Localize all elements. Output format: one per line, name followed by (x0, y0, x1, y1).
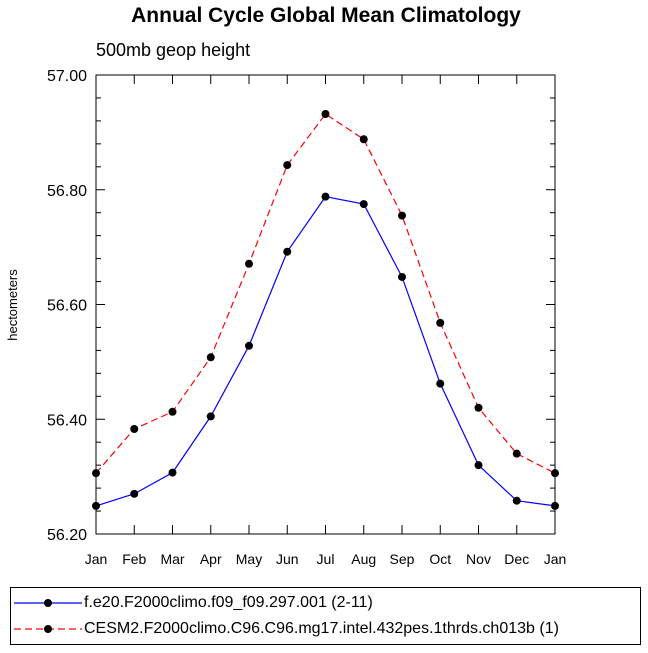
y-axis-label: hectometers (5, 269, 20, 341)
legend-entry-1: f.e20.F2000climo.f09_f09.297.001 (2-11) (11, 592, 640, 614)
data-point-series-1 (474, 461, 483, 470)
y-tick-label: 56.40 (47, 412, 87, 429)
x-tick-label: Jul (317, 551, 335, 567)
series-layer (92, 110, 559, 510)
data-point-series-2 (168, 407, 177, 416)
x-tick-label: Jan (544, 551, 567, 567)
plot-frame (95, 74, 556, 535)
legend-label-2: CESM2.F2000climo.C96.C96.mg17.intel.432p… (84, 620, 559, 637)
chart-subtitle: 500mb geop height (96, 40, 250, 60)
data-point-series-1 (168, 468, 177, 477)
series-line-2 (95, 113, 556, 474)
x-tick-label: Sep (390, 551, 415, 567)
x-tick-label: Apr (200, 551, 222, 567)
x-tick-label: Aug (351, 551, 376, 567)
x-tick-label: Mar (160, 551, 184, 567)
x-tick-label: Jan (85, 551, 108, 567)
x-tick-label: Feb (122, 551, 146, 567)
data-point-series-2 (551, 469, 559, 478)
y-tick-label: 56.20 (47, 527, 87, 544)
series-line-1 (95, 195, 556, 507)
x-tick-label: May (236, 551, 262, 567)
data-point-series-1 (321, 192, 330, 201)
y-tick-label: 57.00 (47, 68, 87, 85)
data-point-series-1 (359, 200, 368, 209)
data-point-series-1 (436, 379, 445, 388)
data-point-series-2 (474, 403, 483, 412)
data-point-series-2 (436, 318, 445, 327)
data-point-series-2 (92, 469, 100, 478)
data-point-series-2 (398, 211, 406, 220)
axes-layer: 56.20 56.40 56.60 56.80 57.00 Jan Feb Mar Apr May… (47, 68, 566, 567)
data-point-series-1 (398, 272, 406, 281)
data-point-series-2 (206, 353, 215, 362)
x-tick-label: Jun (276, 551, 299, 567)
data-point-series-2 (512, 449, 521, 458)
legend-swatch-2 (14, 625, 82, 633)
data-point-series-1 (130, 489, 139, 498)
legend-entry-2: CESM2.F2000climo.C96.C96.mg17.intel.432p… (11, 618, 640, 640)
chart-title: Annual Cycle Global Mean Climatology (131, 4, 521, 27)
data-point-series-1 (551, 501, 559, 510)
legend-swatch-1 (14, 599, 82, 607)
data-point-series-1 (283, 247, 292, 256)
data-point-series-2 (283, 161, 292, 170)
data-point-series-2 (359, 135, 368, 144)
x-tick-label: Nov (466, 551, 491, 567)
data-point-series-1 (92, 501, 100, 510)
legend: f.e20.F2000climo.f09_f09.297.001 (2-11) … (10, 587, 641, 645)
chart: Annual Cycle Global Mean Climatology 500… (5, 4, 566, 567)
data-point-series-2 (130, 425, 139, 434)
data-point-series-1 (245, 341, 253, 350)
data-point-series-1 (512, 496, 521, 505)
data-point-series-2 (245, 259, 253, 268)
data-point-series-2 (321, 110, 330, 119)
y-tick-label: 56.80 (47, 183, 87, 200)
x-tick-label: Oct (429, 551, 451, 567)
y-tick-label: 56.60 (47, 298, 87, 315)
legend-label-1: f.e20.F2000climo.f09_f09.297.001 (2-11) (84, 594, 373, 611)
x-tick-label: Dec (504, 551, 529, 567)
data-point-series-1 (206, 412, 215, 421)
